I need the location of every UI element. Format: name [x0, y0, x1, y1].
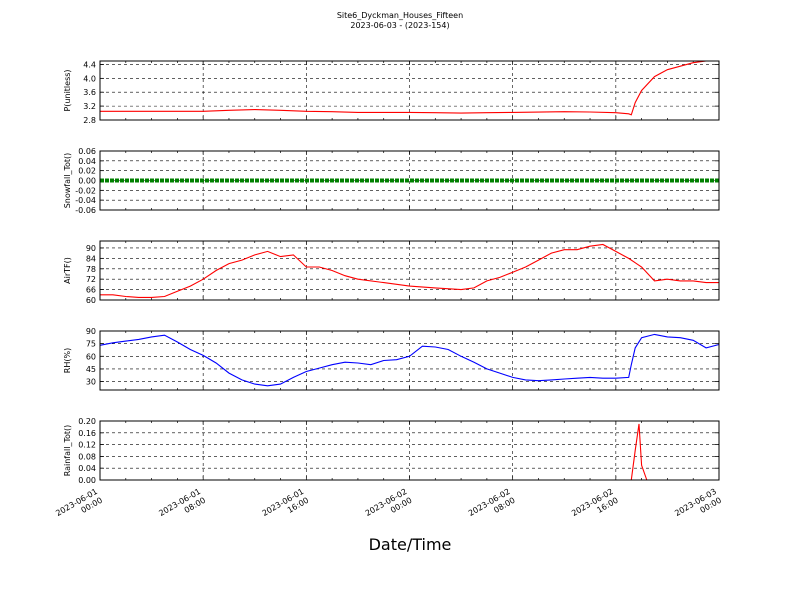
y-tick-label: 0.20 [78, 417, 96, 426]
x-tick-label: 2023-06-0300:00 [673, 487, 723, 527]
axes-frame [99, 60, 720, 121]
x-tick-label: 2023-06-0100:00 [54, 487, 104, 527]
x-tick-label: 2023-06-0108:00 [157, 487, 207, 527]
y-axis-label: Snowfall_Tot() [63, 153, 72, 209]
y-tick-label: 0.08 [78, 452, 96, 461]
y-tick-label: -0.06 [75, 206, 96, 215]
y-tick-label: 45 [86, 365, 96, 374]
panel-2: -0.06-0.04-0.020.000.020.040.06 Snowfall_… [63, 147, 720, 215]
y-tick-label: 30 [86, 378, 96, 387]
y-axis-label: AirTF() [63, 257, 72, 284]
y-tick-label: 0.06 [78, 147, 96, 156]
y-tick-label: 75 [86, 340, 96, 349]
axes-frame [99, 330, 720, 391]
chart-title: Site6_Dyckman_Houses_Fifteen [336, 11, 464, 20]
y-tick-label: 0.12 [78, 441, 96, 450]
y-tick-label: -0.04 [75, 196, 96, 205]
y-tick-label: 60 [86, 352, 96, 361]
series-line [99, 333, 720, 387]
y-axis-label: RH(%) [63, 348, 72, 373]
y-tick-label: 78 [86, 265, 96, 274]
y-tick-label: -0.02 [75, 186, 96, 195]
y-tick-label: 0.04 [78, 464, 96, 473]
y-tick-label: 3.6 [83, 88, 96, 97]
chart-subtitle: 2023-06-03 - (2023-154) [350, 21, 450, 30]
axes-frame [99, 150, 720, 211]
panel-1: 2.8 3.2 3.6 4.0 4.4 P(unitless) [63, 60, 720, 125]
x-tick-label: 2023-06-0200:00 [364, 487, 414, 527]
y-axis-label: P(unitless) [63, 69, 72, 111]
panel-5: 0.00 0.04 0.08 0.12 0.16 0.20 Rainfall_Tot() [63, 417, 720, 485]
panel-4: 30 45 60 75 90 RH(%) [63, 327, 720, 391]
y-tick-label: 0.02 [78, 167, 96, 176]
y-tick-label: 60 [86, 296, 96, 305]
x-axis-label: Date/Time [368, 535, 452, 554]
y-tick-label: 90 [86, 327, 96, 336]
y-tick-label: 66 [86, 286, 96, 295]
y-tick-label: 3.2 [83, 102, 96, 111]
y-tick-label: 0.00 [78, 177, 96, 186]
y-tick-label: 72 [86, 275, 96, 284]
y-tick-label: 84 [86, 254, 96, 263]
y-tick-label: 2.8 [83, 116, 96, 125]
x-tick-label: 2023-06-0216:00 [570, 487, 620, 527]
y-tick-label: 4.0 [83, 74, 96, 83]
series-line [100, 243, 719, 298]
axes-frame [99, 240, 720, 301]
y-tick-label: 0.00 [78, 476, 96, 485]
series-line [100, 60, 719, 116]
y-axis-label: Rainfall_Tot() [63, 425, 72, 477]
y-tick-label: 90 [86, 244, 96, 253]
y-tick-label: 0.04 [78, 157, 96, 166]
y-tick-label: 4.4 [83, 60, 96, 69]
axes-frame [99, 420, 720, 481]
y-tick-label: 0.16 [78, 429, 96, 438]
x-tick-label: 2023-06-0208:00 [467, 487, 517, 527]
x-tick-label: 2023-06-0116:00 [261, 487, 311, 527]
